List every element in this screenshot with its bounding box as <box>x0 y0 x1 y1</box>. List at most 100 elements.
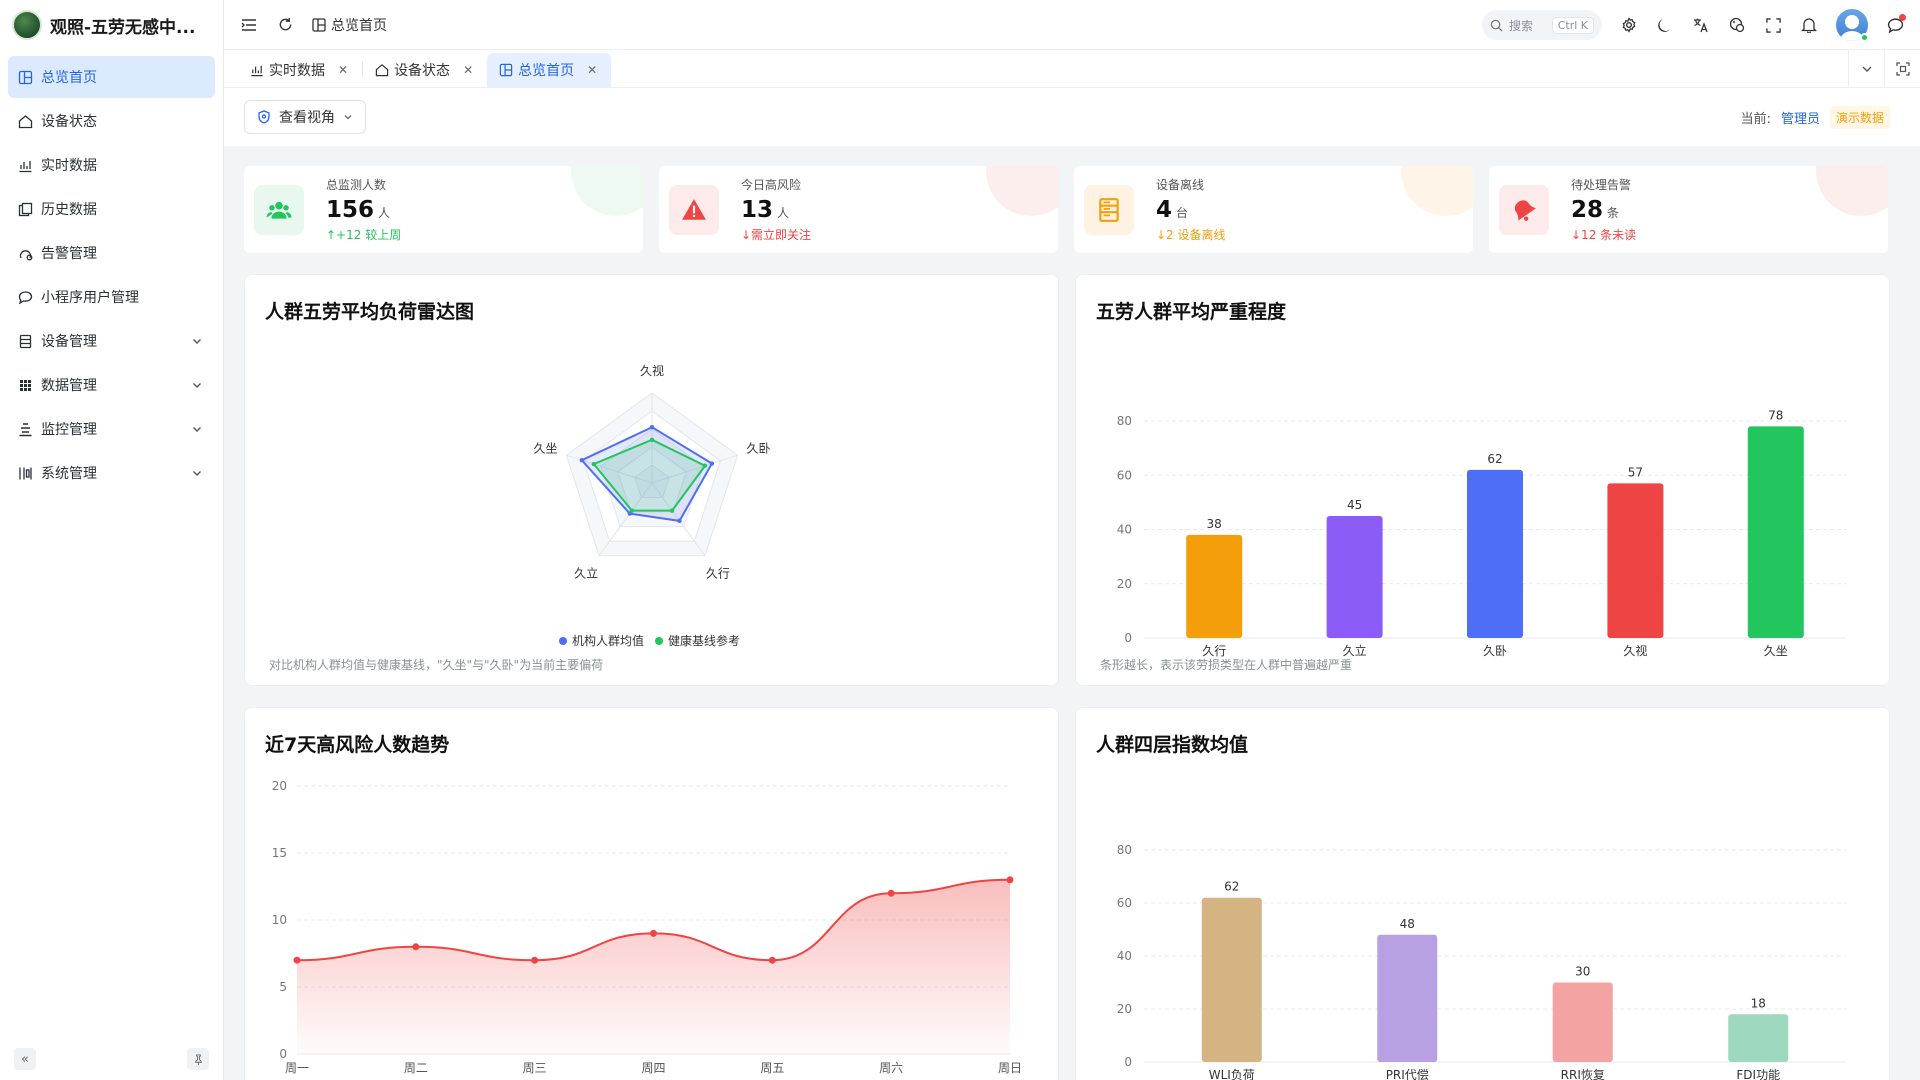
collapse-sidebar-icon[interactable]: « <box>14 1048 36 1070</box>
sidebar-item-10[interactable]: 系统管理 <box>8 452 215 494</box>
stat-unit: 台 <box>1176 206 1189 220</box>
y-tick-label: 20 <box>1117 1002 1132 1016</box>
bar[interactable] <box>1377 934 1438 1062</box>
chevron-down-icon[interactable] <box>191 335 203 347</box>
page-toolbar: 查看视角 当前: 管理员 演示数据 <box>224 88 1920 146</box>
sidebar-item-7[interactable]: 设备管理 <box>8 320 215 362</box>
bar[interactable] <box>1326 515 1383 638</box>
y-tick-label: 80 <box>1117 843 1132 857</box>
chart-icon <box>19 160 32 172</box>
refresh-icon[interactable] <box>276 16 294 34</box>
tabs-dropdown-icon[interactable] <box>1848 50 1884 88</box>
fullscreen-icon[interactable] <box>1764 16 1782 34</box>
sidebar-item-3[interactable]: 实时数据 <box>8 144 215 186</box>
bar[interactable] <box>1607 483 1664 638</box>
y-tick-label: 0 <box>1124 1055 1132 1069</box>
search-shortcut: Ctrl K <box>1551 16 1594 34</box>
sidebar-item-5[interactable]: 告警管理 <box>8 232 215 274</box>
x-tick-label: FDI功能 <box>1736 1068 1780 1080</box>
trend-point[interactable] <box>412 943 420 951</box>
card-decoration <box>1816 166 1888 216</box>
chevron-down-icon <box>344 115 352 120</box>
stat-card-2[interactable]: 今日高风险 13 人 ↓需立即关注 <box>659 166 1058 253</box>
radar-point <box>709 461 715 466</box>
bar-value-label: 48 <box>1400 917 1415 931</box>
trend-point[interactable] <box>531 956 539 964</box>
stat-cards: 总监测人数 156 人 ↑+12 较上周 今日高风险 13 人 ↓需立即关注 设备离线 4 台 ↓2 … <box>244 166 1888 253</box>
sidebar-item-6[interactable]: 小程序用户管理 <box>8 276 215 318</box>
index-title: 人群四层指数均值 <box>1096 734 1249 756</box>
bar-value-label: 38 <box>1207 517 1222 531</box>
close-icon[interactable]: ✕ <box>587 63 598 77</box>
close-icon[interactable]: ✕ <box>338 63 349 77</box>
bar[interactable] <box>1728 1014 1789 1062</box>
chevron-down-icon[interactable] <box>191 423 203 435</box>
trend-point[interactable] <box>768 956 776 964</box>
search-input[interactable]: 搜索 Ctrl K <box>1482 10 1602 40</box>
stat-subtext: ↓2 设备离线 <box>1156 228 1226 242</box>
chevron-down-icon[interactable] <box>191 467 203 479</box>
current-role-value[interactable]: 管理员 <box>1780 111 1820 127</box>
bar[interactable] <box>1552 982 1613 1063</box>
chevron-down-icon[interactable] <box>191 379 203 391</box>
unread-dot <box>1899 14 1906 21</box>
translate-icon[interactable] <box>1692 16 1710 34</box>
radar-indicator-label: 久坐 <box>533 441 557 455</box>
home-icon <box>18 114 33 128</box>
system-icon <box>19 467 32 479</box>
bar[interactable] <box>1201 897 1262 1062</box>
theme-icon[interactable] <box>1728 16 1746 34</box>
radar-point <box>579 457 585 463</box>
tab-1[interactable]: 实时数据 ✕ <box>238 53 362 87</box>
y-tick-label: 15 <box>272 846 287 860</box>
dark-mode-icon[interactable] <box>1656 16 1674 34</box>
stat-card-3[interactable]: 设备离线 4 台 ↓2 设备离线 <box>1074 166 1473 253</box>
bar[interactable] <box>1467 469 1523 638</box>
trend-point[interactable] <box>650 929 657 937</box>
sidebar-item-label: 历史数据 <box>41 202 97 218</box>
sidebar-item-8[interactable]: 数据管理 <box>8 364 215 406</box>
tab-2[interactable]: 设备状态 ✕ <box>363 53 487 87</box>
stat-card-4[interactable]: 待处理告警 28 条 ↓12 条未读 <box>1489 166 1888 253</box>
view-perspective-button[interactable]: 查看视角 <box>244 100 366 134</box>
chat-icon <box>18 290 33 304</box>
bar[interactable] <box>1186 534 1243 638</box>
app-logo[interactable]: 观照-五劳无感中... <box>0 0 223 50</box>
sidebar-menu: 总览首页设备状态 实时数据历史数据告警管理小程序用户管理 设备管理 数据管理 监控管理系… <box>0 50 223 502</box>
legend-label[interactable]: 机构人群均值 <box>572 633 644 648</box>
radar-point <box>669 508 675 513</box>
stat-value: 13 <box>741 197 774 223</box>
notification-icon[interactable] <box>1800 16 1818 34</box>
trend-point[interactable] <box>293 956 301 964</box>
tab-bar: 实时数据 ✕ 设备状态 ✕ 总览首页 ✕ <box>224 50 1920 88</box>
current-label: 当前: <box>1740 111 1771 127</box>
stat-subtext: ↓需立即关注 <box>741 228 812 242</box>
settings-icon[interactable] <box>1620 16 1638 34</box>
sidebar-item-label: 告警管理 <box>41 246 97 262</box>
y-tick-label: 60 <box>1117 896 1132 910</box>
y-tick-label: 10 <box>272 913 287 927</box>
message-icon[interactable] <box>1886 14 1906 34</box>
sidebar-item-9[interactable]: 监控管理 <box>8 408 215 450</box>
close-icon[interactable]: ✕ <box>463 63 474 77</box>
tab-3[interactable]: 总览首页 ✕ <box>487 53 612 87</box>
radar-point <box>629 508 635 513</box>
stat-subtext: ↓12 条未读 <box>1571 228 1637 242</box>
sidebar-item-2[interactable]: 设备状态 <box>8 100 215 142</box>
screenshot-icon[interactable] <box>1884 50 1920 88</box>
sidebar-item-4[interactable]: 历史数据 <box>8 188 215 230</box>
online-status-dot <box>1860 33 1869 42</box>
device-icon <box>19 334 32 348</box>
pin-icon[interactable] <box>187 1048 209 1070</box>
menu-toggle-icon[interactable] <box>240 16 258 34</box>
sidebar-item-label: 总览首页 <box>41 70 97 86</box>
stat-card-1[interactable]: 总监测人数 156 人 ↑+12 较上周 <box>244 166 643 253</box>
breadcrumb[interactable]: 总览首页 <box>312 15 387 35</box>
trend-point[interactable] <box>887 889 895 897</box>
trend-point[interactable] <box>1006 876 1014 884</box>
sidebar-item-1[interactable]: 总览首页 <box>8 56 215 98</box>
legend-label[interactable]: 健康基线参考 <box>668 633 740 648</box>
stat-subtext: ↑+12 较上周 <box>326 228 402 242</box>
x-tick-label: 周五 <box>760 1061 784 1075</box>
bar[interactable] <box>1747 426 1804 638</box>
